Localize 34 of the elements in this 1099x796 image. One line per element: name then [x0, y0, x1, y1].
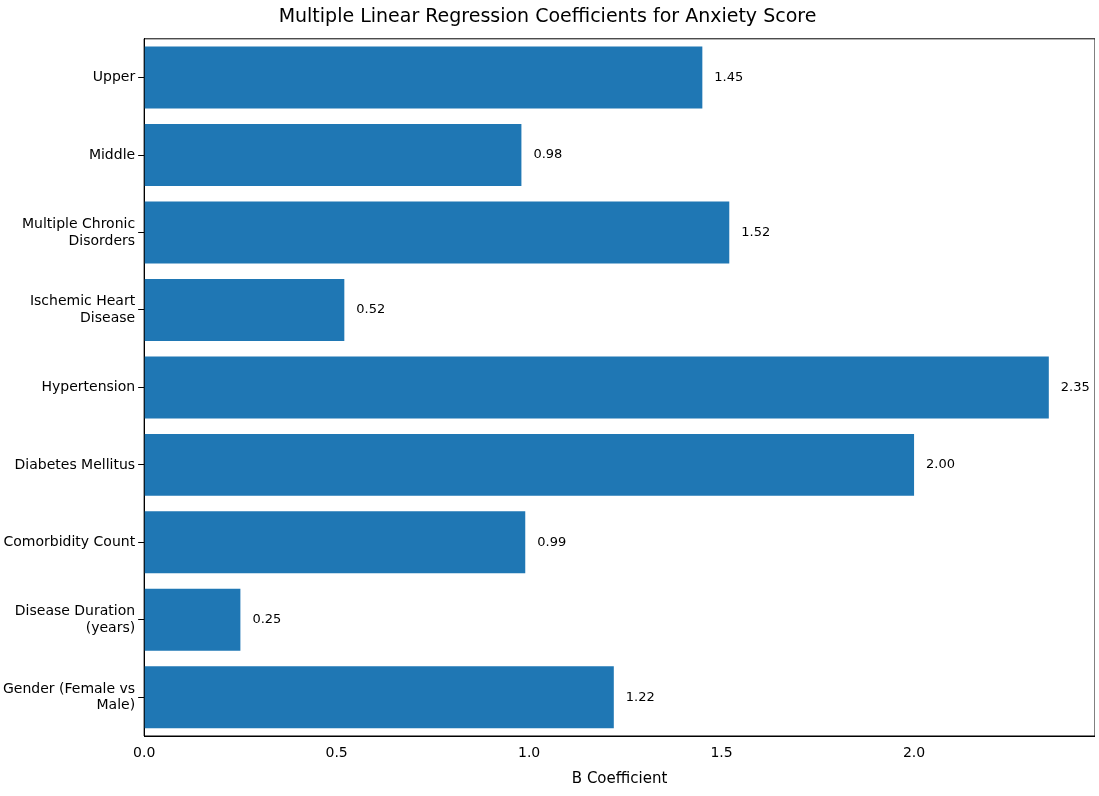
chart-title: Multiple Linear Regression Coefficients for Anxiety Score — [278, 4, 817, 27]
y-tick-label: Middle — [88, 145, 136, 162]
y-tick-label: Hypertension — [41, 378, 136, 395]
y-tick-label: Disease Duration (years) — [14, 602, 136, 635]
data-label: 0.99 — [537, 533, 567, 549]
data-label: 1.22 — [625, 688, 655, 704]
data-label: 0.98 — [533, 146, 563, 162]
y-tick-label: Comorbidity Count — [3, 532, 136, 549]
y-tick-label: Ischemic Heart Disease — [29, 292, 136, 325]
data-label: 1.52 — [741, 223, 771, 239]
bar — [144, 666, 614, 729]
x-tick-label: 0.5 — [325, 743, 348, 760]
y-tick-label: Diabetes Mellitus — [14, 455, 136, 472]
data-label: 1.45 — [714, 68, 744, 84]
data-label: 2.35 — [1060, 378, 1090, 394]
bar — [144, 46, 703, 109]
bar — [144, 433, 915, 496]
x-axis-title: B Coefficient — [571, 768, 668, 787]
bar — [144, 278, 345, 341]
y-tick-label: Gender (Female vs Male) — [3, 679, 136, 713]
bar — [144, 124, 522, 186]
bar — [144, 201, 730, 264]
bar — [144, 511, 526, 574]
x-tick-label: 0.0 — [133, 743, 156, 760]
x-tick-label: 2.0 — [902, 743, 926, 760]
y-tick-label: Upper — [92, 68, 136, 85]
data-label: 0.52 — [356, 301, 386, 317]
data-label: 0.25 — [252, 611, 282, 627]
bar — [144, 356, 1049, 419]
bar — [144, 588, 241, 651]
x-tick-label: 1.0 — [517, 743, 541, 760]
data-label: 2.00 — [926, 456, 956, 472]
x-tick-label: 1.5 — [710, 743, 733, 760]
y-tick-label: Multiple Chronic Disorders — [21, 214, 136, 248]
